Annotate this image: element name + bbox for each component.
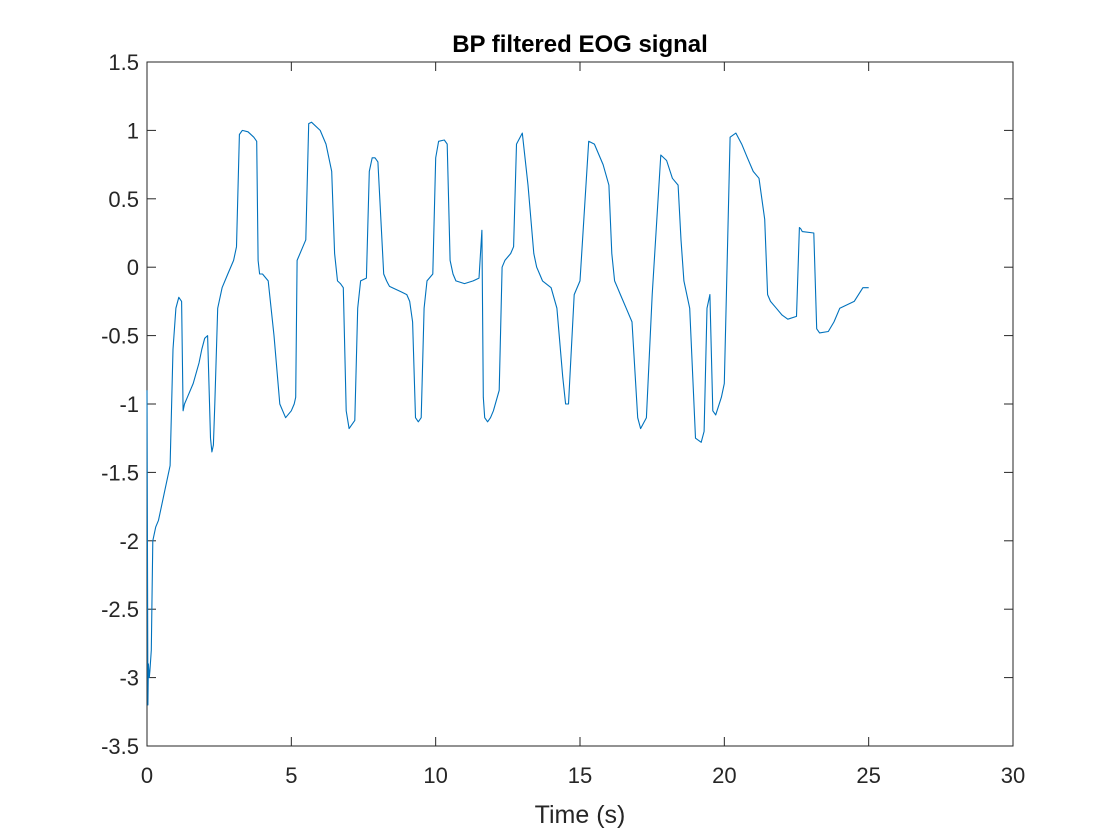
- y-tick-label: -1: [119, 392, 139, 417]
- chart-title: BP filtered EOG signal: [452, 31, 708, 58]
- x-axis-ticks: 0 5 10 15 20 25 30: [141, 62, 1025, 788]
- y-tick-label: -2.5: [101, 597, 139, 622]
- y-tick-label: -3: [119, 666, 139, 691]
- y-tick-label: -2: [119, 529, 139, 554]
- x-axis-label: Time (s): [535, 801, 626, 829]
- y-tick-label: 0.5: [108, 187, 139, 212]
- y-tick-label: 0: [127, 255, 139, 280]
- x-tick-label: 10: [423, 763, 447, 788]
- x-tick-label: 5: [285, 763, 297, 788]
- series-line: [146, 121, 869, 706]
- x-tick-label: 30: [1001, 763, 1025, 788]
- x-tick-label: 25: [856, 763, 880, 788]
- x-tick-label: 20: [712, 763, 736, 788]
- y-tick-label: 1: [127, 118, 139, 143]
- y-tick-label: -0.5: [101, 324, 139, 349]
- y-tick-label: -3.5: [101, 734, 139, 759]
- x-tick-label: 15: [568, 763, 592, 788]
- y-tick-label: 1.5: [108, 50, 139, 75]
- y-axis-ticks: 1.5 1 0.5 0 -0.5 -1 -1.5 -2 -2.5 -3 -3.5: [101, 50, 1013, 759]
- plot-area: [146, 61, 1014, 747]
- y-tick-label: -1.5: [101, 460, 139, 485]
- x-tick-label: 0: [141, 763, 153, 788]
